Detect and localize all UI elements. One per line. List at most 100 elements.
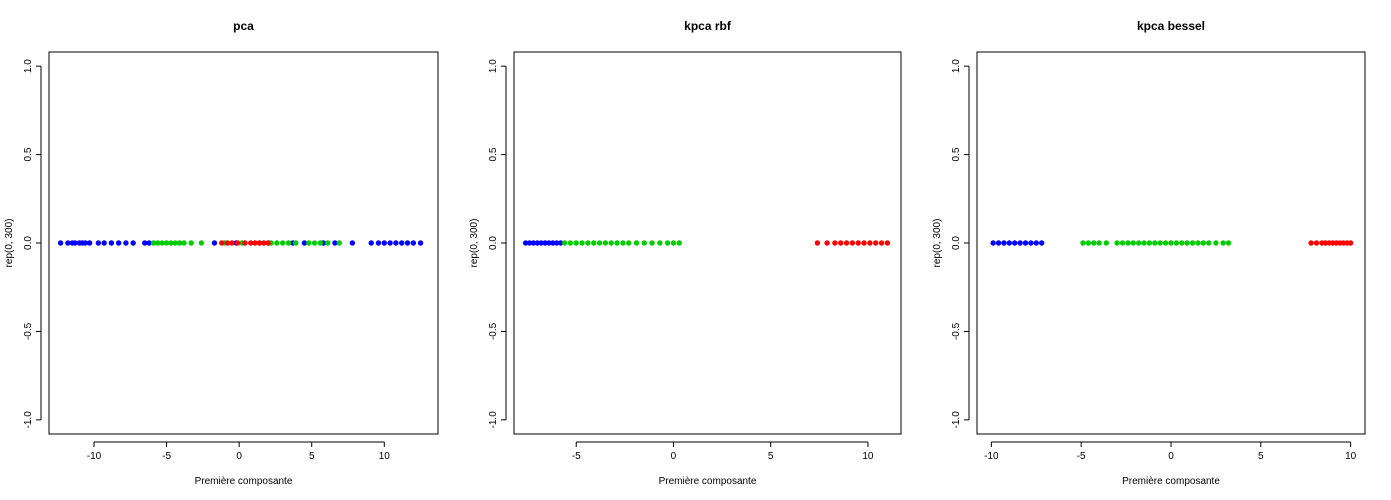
data-point bbox=[1162, 240, 1169, 246]
data-point bbox=[306, 240, 312, 246]
data-point bbox=[368, 240, 374, 246]
data-point bbox=[664, 240, 671, 246]
plot-frame bbox=[48, 51, 439, 435]
plot-panel-2: kpca rbf -5 0 5 10 -1.0 -0.5 0.0 0.5 1.0 Première … bbox=[469, 19, 902, 487]
data-point bbox=[224, 240, 231, 246]
data-point bbox=[1017, 240, 1023, 246]
data-point bbox=[1189, 240, 1196, 246]
data-point bbox=[317, 240, 324, 246]
data-point bbox=[1012, 240, 1018, 246]
data-point bbox=[349, 240, 356, 246]
data-point bbox=[561, 240, 568, 246]
data-point bbox=[324, 240, 331, 246]
data-point bbox=[211, 240, 218, 246]
data-point bbox=[65, 240, 71, 246]
data-point bbox=[530, 240, 537, 246]
x-tick-label: -5 bbox=[1077, 451, 1086, 462]
y-axis-label: rep(0, 300) bbox=[932, 219, 943, 268]
plot-title: kpca bessel bbox=[1137, 19, 1205, 33]
data-point bbox=[573, 240, 579, 246]
data-point bbox=[375, 240, 382, 246]
y-tick-label: -1.0 bbox=[951, 411, 962, 429]
data-point bbox=[163, 240, 170, 246]
data-point bbox=[990, 240, 996, 246]
data-point bbox=[1200, 240, 1207, 246]
data-point bbox=[1038, 240, 1045, 246]
data-point bbox=[626, 240, 632, 246]
data-point bbox=[843, 240, 850, 246]
data-point bbox=[242, 240, 248, 246]
data-point bbox=[279, 240, 286, 246]
x-tick-label: -5 bbox=[572, 451, 581, 462]
data-point bbox=[554, 240, 560, 246]
x-axis-label: Première composante bbox=[1122, 476, 1220, 487]
data-point bbox=[274, 240, 280, 246]
data-point bbox=[824, 240, 830, 246]
data-point bbox=[1022, 240, 1029, 246]
data-point bbox=[855, 240, 861, 246]
data-point bbox=[557, 240, 564, 246]
data-point bbox=[381, 240, 387, 246]
x-tick-label: 5 bbox=[309, 451, 315, 462]
data-point bbox=[293, 240, 299, 246]
data-point bbox=[670, 240, 677, 246]
x-tick-label: -10 bbox=[87, 451, 102, 462]
data-point bbox=[641, 240, 647, 246]
plot-title: pca bbox=[233, 19, 254, 33]
data-point bbox=[602, 240, 609, 246]
data-point bbox=[649, 240, 655, 246]
x-tick-label: 10 bbox=[1345, 451, 1357, 462]
y-tick-label: 0.5 bbox=[488, 147, 499, 161]
data-point bbox=[1028, 240, 1034, 246]
data-point bbox=[550, 240, 556, 246]
y-tick-label: -0.5 bbox=[488, 322, 499, 340]
data-point bbox=[873, 240, 879, 246]
data-point bbox=[265, 240, 271, 246]
data-point bbox=[1141, 240, 1147, 246]
data-point bbox=[633, 240, 640, 246]
data-point bbox=[252, 240, 258, 246]
data-point bbox=[261, 240, 267, 246]
data-point bbox=[1146, 240, 1153, 246]
data-point bbox=[1195, 240, 1201, 246]
y-tick-label: 0.0 bbox=[23, 236, 34, 250]
data-point bbox=[108, 240, 115, 246]
data-point bbox=[311, 240, 318, 246]
plot-panel-1: pca -10 -5 0 5 10 -1.0 -0.5 0.0 0.5 1.0 Première co… bbox=[4, 19, 439, 487]
data-point bbox=[614, 240, 620, 246]
plot-frame bbox=[976, 51, 1366, 435]
data-point bbox=[567, 240, 574, 246]
data-point bbox=[1006, 240, 1013, 246]
data-point bbox=[1313, 240, 1320, 246]
data-point bbox=[198, 240, 205, 246]
data-point bbox=[95, 240, 102, 246]
y-tick-label: -1.0 bbox=[23, 411, 34, 429]
data-point bbox=[1119, 240, 1126, 246]
data-point bbox=[832, 240, 838, 246]
data-point bbox=[86, 240, 93, 246]
data-point bbox=[1080, 240, 1086, 246]
x-tick-label: 0 bbox=[1168, 451, 1174, 462]
data-point bbox=[332, 240, 338, 246]
data-point bbox=[579, 240, 585, 246]
data-point bbox=[417, 240, 424, 246]
y-tick-label: -0.5 bbox=[951, 322, 962, 340]
data-point bbox=[168, 240, 174, 246]
data-point bbox=[1001, 240, 1007, 246]
data-point bbox=[596, 240, 603, 246]
x-tick-label: 10 bbox=[862, 451, 874, 462]
data-point bbox=[861, 240, 867, 246]
data-point bbox=[1213, 240, 1219, 246]
y-tick-label: 0.0 bbox=[951, 236, 962, 250]
data-point bbox=[159, 240, 165, 246]
data-point bbox=[546, 240, 552, 246]
data-point bbox=[123, 240, 129, 246]
data-point bbox=[1096, 240, 1102, 246]
y-axis-label: rep(0, 300) bbox=[469, 219, 480, 268]
data-point bbox=[1157, 240, 1163, 246]
data-point bbox=[155, 240, 161, 246]
data-point bbox=[1114, 240, 1120, 246]
data-point bbox=[1103, 240, 1110, 246]
x-axis-label: Première composante bbox=[195, 476, 293, 487]
data-point bbox=[838, 240, 844, 246]
